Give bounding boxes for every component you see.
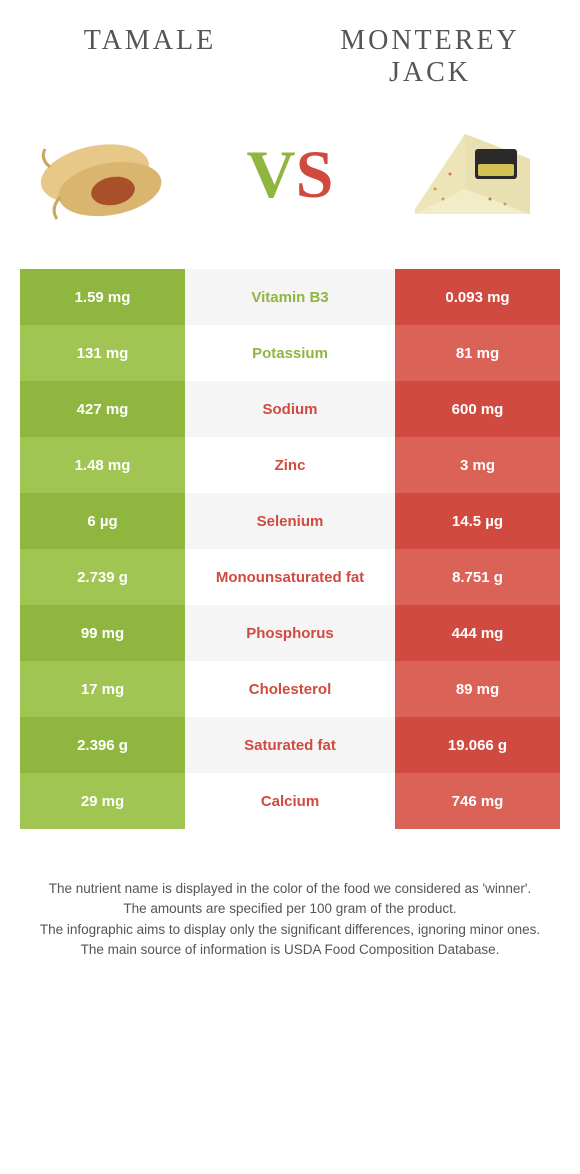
left-value: 427 mg [20,381,185,437]
table-row: 131 mgPotassium81 mg [20,325,560,381]
footer-line: The nutrient name is displayed in the co… [30,879,550,899]
left-value: 1.59 mg [20,269,185,325]
nutrient-name: Calcium [185,773,395,829]
left-value: 2.396 g [20,717,185,773]
nutrient-table: 1.59 mgVitamin B30.093 mg131 mgPotassium… [0,269,580,829]
food-right-title: Monterey Jack [330,25,530,89]
food-left-title: Tamale [50,25,250,89]
nutrient-name: Selenium [185,493,395,549]
footer-line: The main source of information is USDA F… [30,940,550,960]
left-value: 6 µg [20,493,185,549]
right-value: 8.751 g [395,549,560,605]
nutrient-name: Vitamin B3 [185,269,395,325]
table-row: 1.48 mgZinc3 mg [20,437,560,493]
food-left-image [30,109,190,239]
table-row: 17 mgCholesterol89 mg [20,661,560,717]
footer-notes: The nutrient name is displayed in the co… [0,829,580,960]
right-value: 89 mg [395,661,560,717]
right-value: 19.066 g [395,717,560,773]
nutrient-name: Phosphorus [185,605,395,661]
table-row: 1.59 mgVitamin B30.093 mg [20,269,560,325]
right-value: 746 mg [395,773,560,829]
nutrient-name: Sodium [185,381,395,437]
table-row: 2.396 gSaturated fat19.066 g [20,717,560,773]
header: Tamale Monterey Jack [0,0,580,99]
table-row: 6 µgSelenium14.5 µg [20,493,560,549]
nutrient-name: Monounsaturated fat [185,549,395,605]
nutrient-name: Cholesterol [185,661,395,717]
right-value: 444 mg [395,605,560,661]
left-value: 1.48 mg [20,437,185,493]
right-value: 3 mg [395,437,560,493]
tamale-icon [35,119,185,229]
right-value: 0.093 mg [395,269,560,325]
right-value: 600 mg [395,381,560,437]
left-value: 17 mg [20,661,185,717]
nutrient-name: Zinc [185,437,395,493]
table-row: 99 mgPhosphorus444 mg [20,605,560,661]
left-value: 29 mg [20,773,185,829]
cheese-icon [395,114,545,234]
vs-label: VS [247,135,334,214]
table-row: 29 mgCalcium746 mg [20,773,560,829]
nutrient-name: Potassium [185,325,395,381]
left-value: 99 mg [20,605,185,661]
right-value: 81 mg [395,325,560,381]
footer-line: The amounts are specified per 100 gram o… [30,899,550,919]
table-row: 427 mgSodium600 mg [20,381,560,437]
vs-s: S [296,136,334,212]
table-row: 2.739 gMonounsaturated fat8.751 g [20,549,560,605]
food-right-image [390,109,550,239]
footer-line: The infographic aims to display only the… [30,920,550,940]
left-value: 131 mg [20,325,185,381]
nutrient-name: Saturated fat [185,717,395,773]
left-value: 2.739 g [20,549,185,605]
right-value: 14.5 µg [395,493,560,549]
vs-v: V [247,136,296,212]
images-row: VS [0,99,580,269]
